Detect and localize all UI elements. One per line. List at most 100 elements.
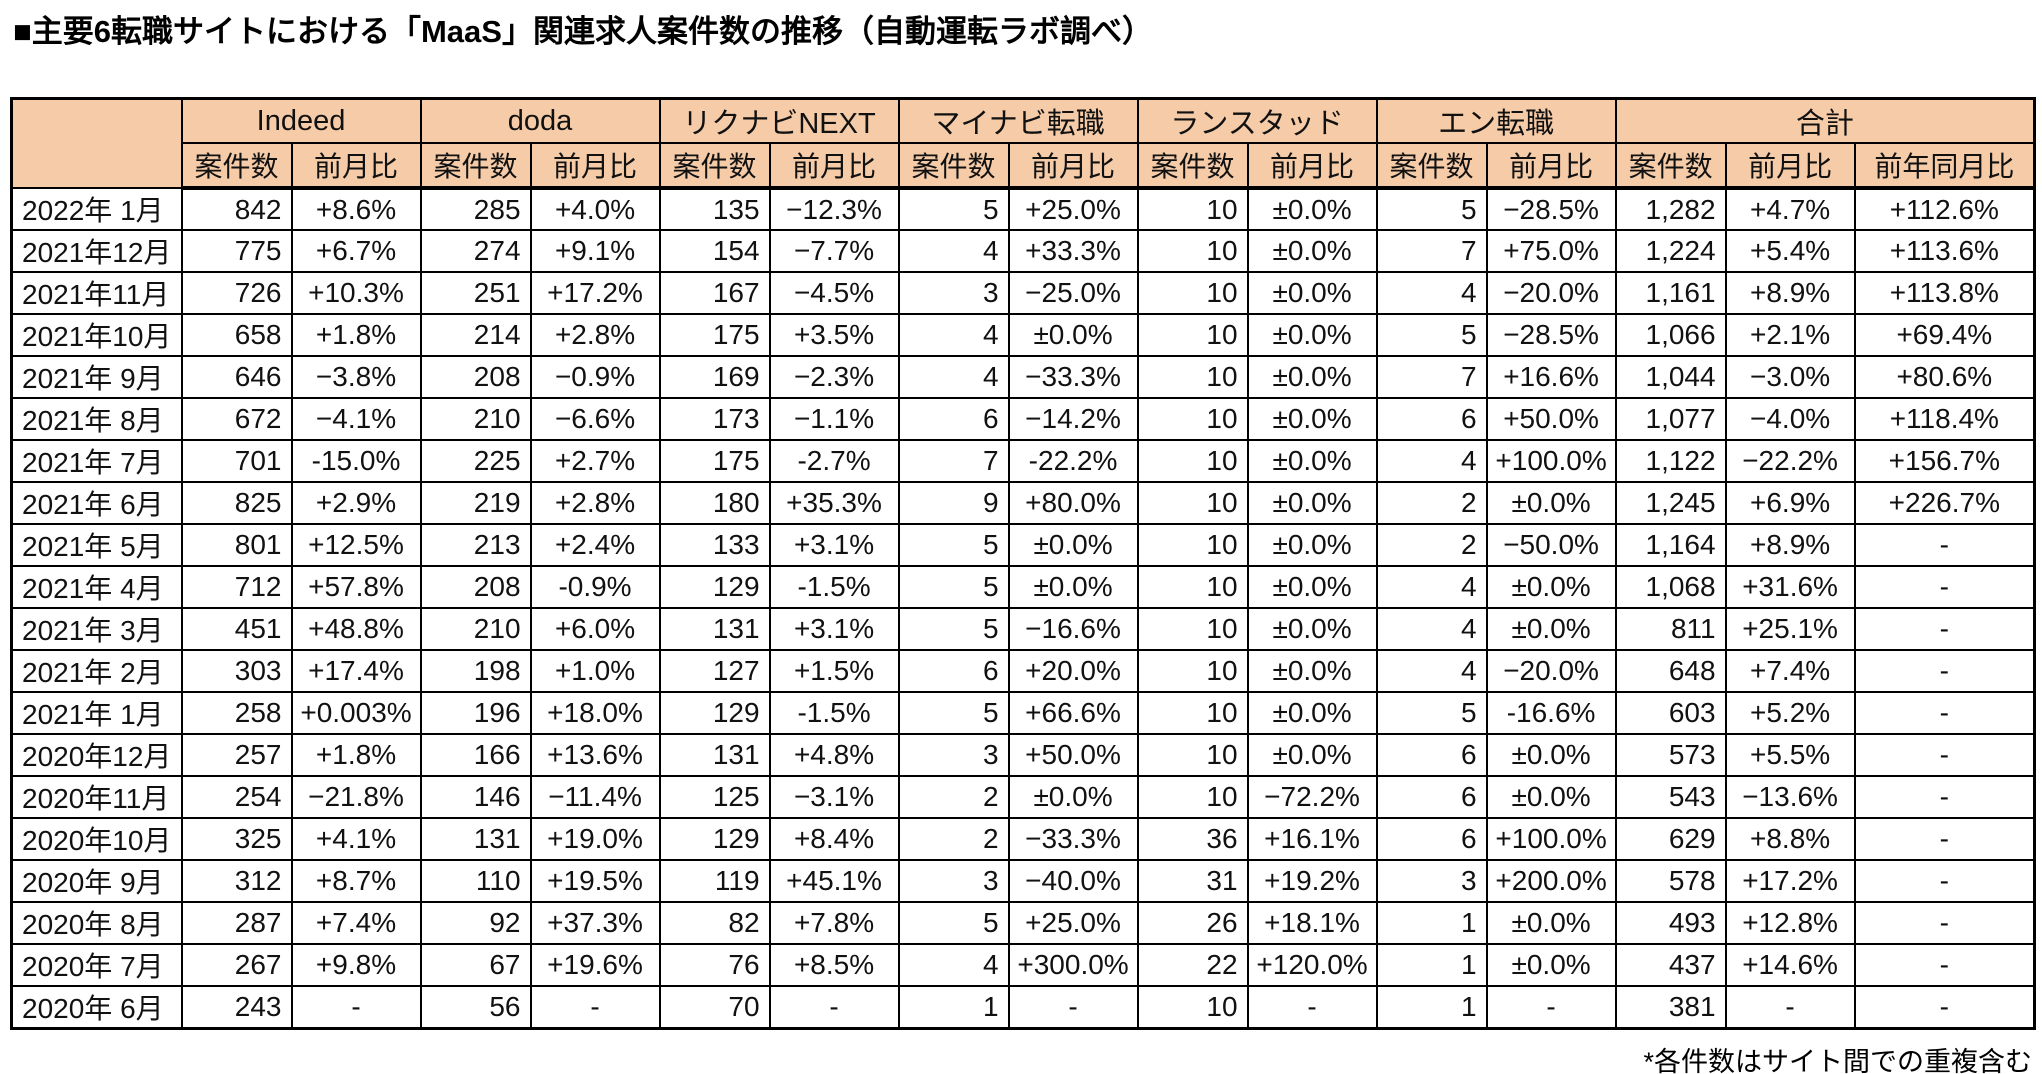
table-row: 2021年 5月 801 +12.5% 213 +2.4% 133 +3.1% 5 ±0.0% 1… bbox=[10, 523, 2036, 567]
value-cell: 257 bbox=[180, 733, 293, 777]
value-cell: 811 bbox=[1614, 607, 1727, 651]
value-cell: 173 bbox=[658, 397, 771, 441]
value-cell: +19.5% bbox=[529, 859, 661, 903]
value-cell: 196 bbox=[419, 691, 532, 735]
value-cell: 4 bbox=[1375, 607, 1488, 651]
value-cell: 67 bbox=[419, 943, 532, 987]
value-cell: 1,164 bbox=[1614, 523, 1727, 567]
value-cell: +17.2% bbox=[529, 271, 661, 315]
column-subheader: 案件数 bbox=[897, 142, 1010, 190]
value-cell: 1,077 bbox=[1614, 397, 1727, 441]
value-cell: +33.3% bbox=[1007, 229, 1139, 273]
table-row: 2021年 8月 672 −4.1% 210 −6.6% 173 −1.1% 6 −14.2% 1… bbox=[10, 397, 2036, 441]
value-cell: 131 bbox=[658, 607, 771, 651]
value-cell: 22 bbox=[1136, 943, 1249, 987]
value-cell: +7.4% bbox=[1724, 649, 1856, 693]
value-cell: - bbox=[1853, 649, 2036, 693]
value-cell: 2 bbox=[897, 775, 1010, 819]
table-row: 2020年11月 254 −21.8% 146 −11.4% 125 −3.1% 2 ±0.0%… bbox=[10, 775, 2036, 819]
column-subheader: 案件数 bbox=[658, 142, 771, 190]
group-header-row: Indeed doda リクナビNEXT マイナビ転職 ランスタッド エン転職 合計 bbox=[10, 97, 2036, 189]
value-cell: 5 bbox=[897, 691, 1010, 735]
value-cell: 2 bbox=[897, 817, 1010, 861]
value-cell: 213 bbox=[419, 523, 532, 567]
table-header: Indeed doda リクナビNEXT マイナビ転職 ランスタッド エン転職 合計 案件数… bbox=[10, 97, 2036, 190]
value-cell: ±0.0% bbox=[1246, 397, 1378, 441]
value-cell: 76 bbox=[658, 943, 771, 987]
value-cell: +4.8% bbox=[768, 733, 900, 777]
value-cell: 5 bbox=[897, 607, 1010, 651]
value-cell: 82 bbox=[658, 901, 771, 945]
value-cell: −4.0% bbox=[1724, 397, 1856, 441]
value-cell: ±0.0% bbox=[1007, 523, 1139, 567]
value-cell: 198 bbox=[419, 649, 532, 693]
value-cell: 825 bbox=[180, 481, 293, 525]
column-group-header: doda bbox=[419, 97, 661, 144]
value-cell: 4 bbox=[897, 229, 1010, 273]
value-cell: +50.0% bbox=[1485, 397, 1617, 441]
value-cell: 5 bbox=[1375, 313, 1488, 357]
value-cell: +18.1% bbox=[1246, 901, 1378, 945]
value-cell: 3 bbox=[897, 271, 1010, 315]
value-cell: 4 bbox=[897, 943, 1010, 987]
value-cell: +2.7% bbox=[529, 439, 661, 483]
month-cell: 2021年12月 bbox=[10, 229, 183, 273]
value-cell: +20.0% bbox=[1007, 649, 1139, 693]
value-cell: 1,066 bbox=[1614, 313, 1727, 357]
value-cell: - bbox=[1007, 985, 1139, 1030]
value-cell: ±0.0% bbox=[1485, 775, 1617, 819]
value-cell: - bbox=[1485, 985, 1617, 1030]
value-cell: 5 bbox=[1375, 691, 1488, 735]
value-cell: 712 bbox=[180, 565, 293, 609]
value-cell: 70 bbox=[658, 985, 771, 1030]
value-cell: +2.8% bbox=[529, 313, 661, 357]
table-row: 2021年 6月 825 +2.9% 219 +2.8% 180 +35.3% 9 +80.0%… bbox=[10, 481, 2036, 525]
value-cell: 146 bbox=[419, 775, 532, 819]
table-row: 2021年 4月 712 +57.8% 208 -0.9% 129 -1.5% 5 ±0.0% 1… bbox=[10, 565, 2036, 609]
value-cell: +18.0% bbox=[529, 691, 661, 735]
value-cell: −20.0% bbox=[1485, 649, 1617, 693]
value-cell: 5 bbox=[897, 901, 1010, 945]
value-cell: +1.5% bbox=[768, 649, 900, 693]
value-cell: -15.0% bbox=[290, 439, 422, 483]
value-cell: 133 bbox=[658, 523, 771, 567]
value-cell: ±0.0% bbox=[1246, 733, 1378, 777]
value-cell: +17.2% bbox=[1724, 859, 1856, 903]
value-cell: 285 bbox=[419, 187, 532, 231]
value-cell: +8.9% bbox=[1724, 523, 1856, 567]
value-cell: - bbox=[1853, 985, 2036, 1030]
value-cell: 10 bbox=[1136, 565, 1249, 609]
value-cell: −20.0% bbox=[1485, 271, 1617, 315]
value-cell: −3.0% bbox=[1724, 355, 1856, 399]
value-cell: −13.6% bbox=[1724, 775, 1856, 819]
value-cell: +120.0% bbox=[1246, 943, 1378, 987]
value-cell: 801 bbox=[180, 523, 293, 567]
value-cell: +112.6% bbox=[1853, 187, 2036, 231]
table-row: 2021年 7月 701 -15.0% 225 +2.7% 175 -2.7% 7 -22.2%… bbox=[10, 439, 2036, 483]
value-cell: −25.0% bbox=[1007, 271, 1139, 315]
month-cell: 2020年 8月 bbox=[10, 901, 183, 945]
value-cell: - bbox=[1853, 817, 2036, 861]
value-cell: ±0.0% bbox=[1246, 565, 1378, 609]
value-cell: −11.4% bbox=[529, 775, 661, 819]
value-cell: 129 bbox=[658, 691, 771, 735]
value-cell: −16.6% bbox=[1007, 607, 1139, 651]
value-cell: 10 bbox=[1136, 313, 1249, 357]
table-row: 2022年 1月 842 +8.6% 285 +4.0% 135 −12.3% 5 +25.0%… bbox=[10, 187, 2036, 231]
value-cell: −2.3% bbox=[768, 355, 900, 399]
value-cell: -16.6% bbox=[1485, 691, 1617, 735]
value-cell: +25.0% bbox=[1007, 187, 1139, 231]
value-cell: 6 bbox=[1375, 733, 1488, 777]
value-cell: +12.5% bbox=[290, 523, 422, 567]
value-cell: +4.0% bbox=[529, 187, 661, 231]
value-cell: 127 bbox=[658, 649, 771, 693]
footnote: *各件数はサイト間での重複含む bbox=[1643, 1047, 2032, 1074]
month-cell: 2021年 5月 bbox=[10, 523, 183, 567]
value-cell: 543 bbox=[1614, 775, 1727, 819]
value-cell: 451 bbox=[180, 607, 293, 651]
value-cell: +16.6% bbox=[1485, 355, 1617, 399]
value-cell: +6.7% bbox=[290, 229, 422, 273]
value-cell: 578 bbox=[1614, 859, 1727, 903]
column-subheader: 案件数 bbox=[1614, 142, 1727, 190]
value-cell: 1 bbox=[897, 985, 1010, 1030]
